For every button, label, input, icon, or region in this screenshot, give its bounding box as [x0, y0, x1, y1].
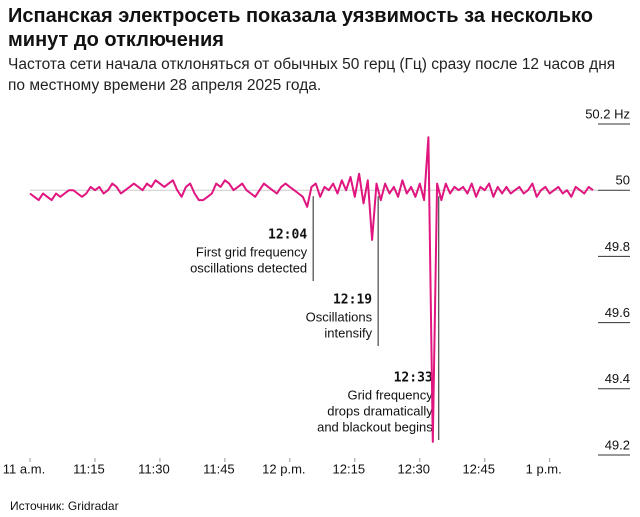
line-series — [29, 136, 594, 443]
annotation-time: 12:19 — [333, 293, 372, 308]
x-tick-label: 12:30 — [397, 461, 430, 476]
y-tick-label: 49.6 — [605, 305, 630, 320]
y-tick-label: 50 — [616, 173, 630, 188]
x-tick-label: 12 p.m. — [262, 461, 305, 476]
y-tick-label: 49.4 — [605, 371, 630, 386]
annotation-time: 12:33 — [394, 371, 433, 386]
chart-subtitle: Частота сети начала отклоняться от обычн… — [8, 56, 616, 94]
x-tick-label: 11:15 — [73, 461, 105, 476]
annotation-text: intensify — [324, 325, 372, 340]
annotation-text: Oscillations — [306, 309, 373, 324]
annotation-text: and blackout begins — [317, 419, 433, 434]
annotation-text: First grid frequency — [196, 244, 308, 259]
x-tick-label: 12:45 — [462, 461, 495, 476]
x-tick-label: 12:15 — [333, 461, 366, 476]
header: Испанская электросеть показала уязвимост… — [8, 4, 632, 96]
y-tick-label: 50.2 Hz — [585, 106, 630, 121]
source: Источник: Gridradar — [10, 499, 119, 513]
x-tick-label: 1 p.m. — [526, 461, 562, 476]
x-tick-label: 11:45 — [203, 461, 235, 476]
x-tick-label: 11:30 — [138, 461, 170, 476]
y-tick-label: 49.2 — [605, 437, 630, 452]
annotation-text: Grid frequency — [347, 387, 433, 402]
x-tick-label: 11 a.m. — [3, 461, 45, 476]
annotation-text: drops dramatically — [327, 403, 433, 418]
annotation-text: oscillations detected — [190, 260, 307, 275]
annotation-time: 12:04 — [268, 228, 307, 243]
y-tick-label: 49.8 — [605, 239, 630, 254]
chart-title: Испанская электросеть показала уязвимост… — [8, 5, 593, 51]
